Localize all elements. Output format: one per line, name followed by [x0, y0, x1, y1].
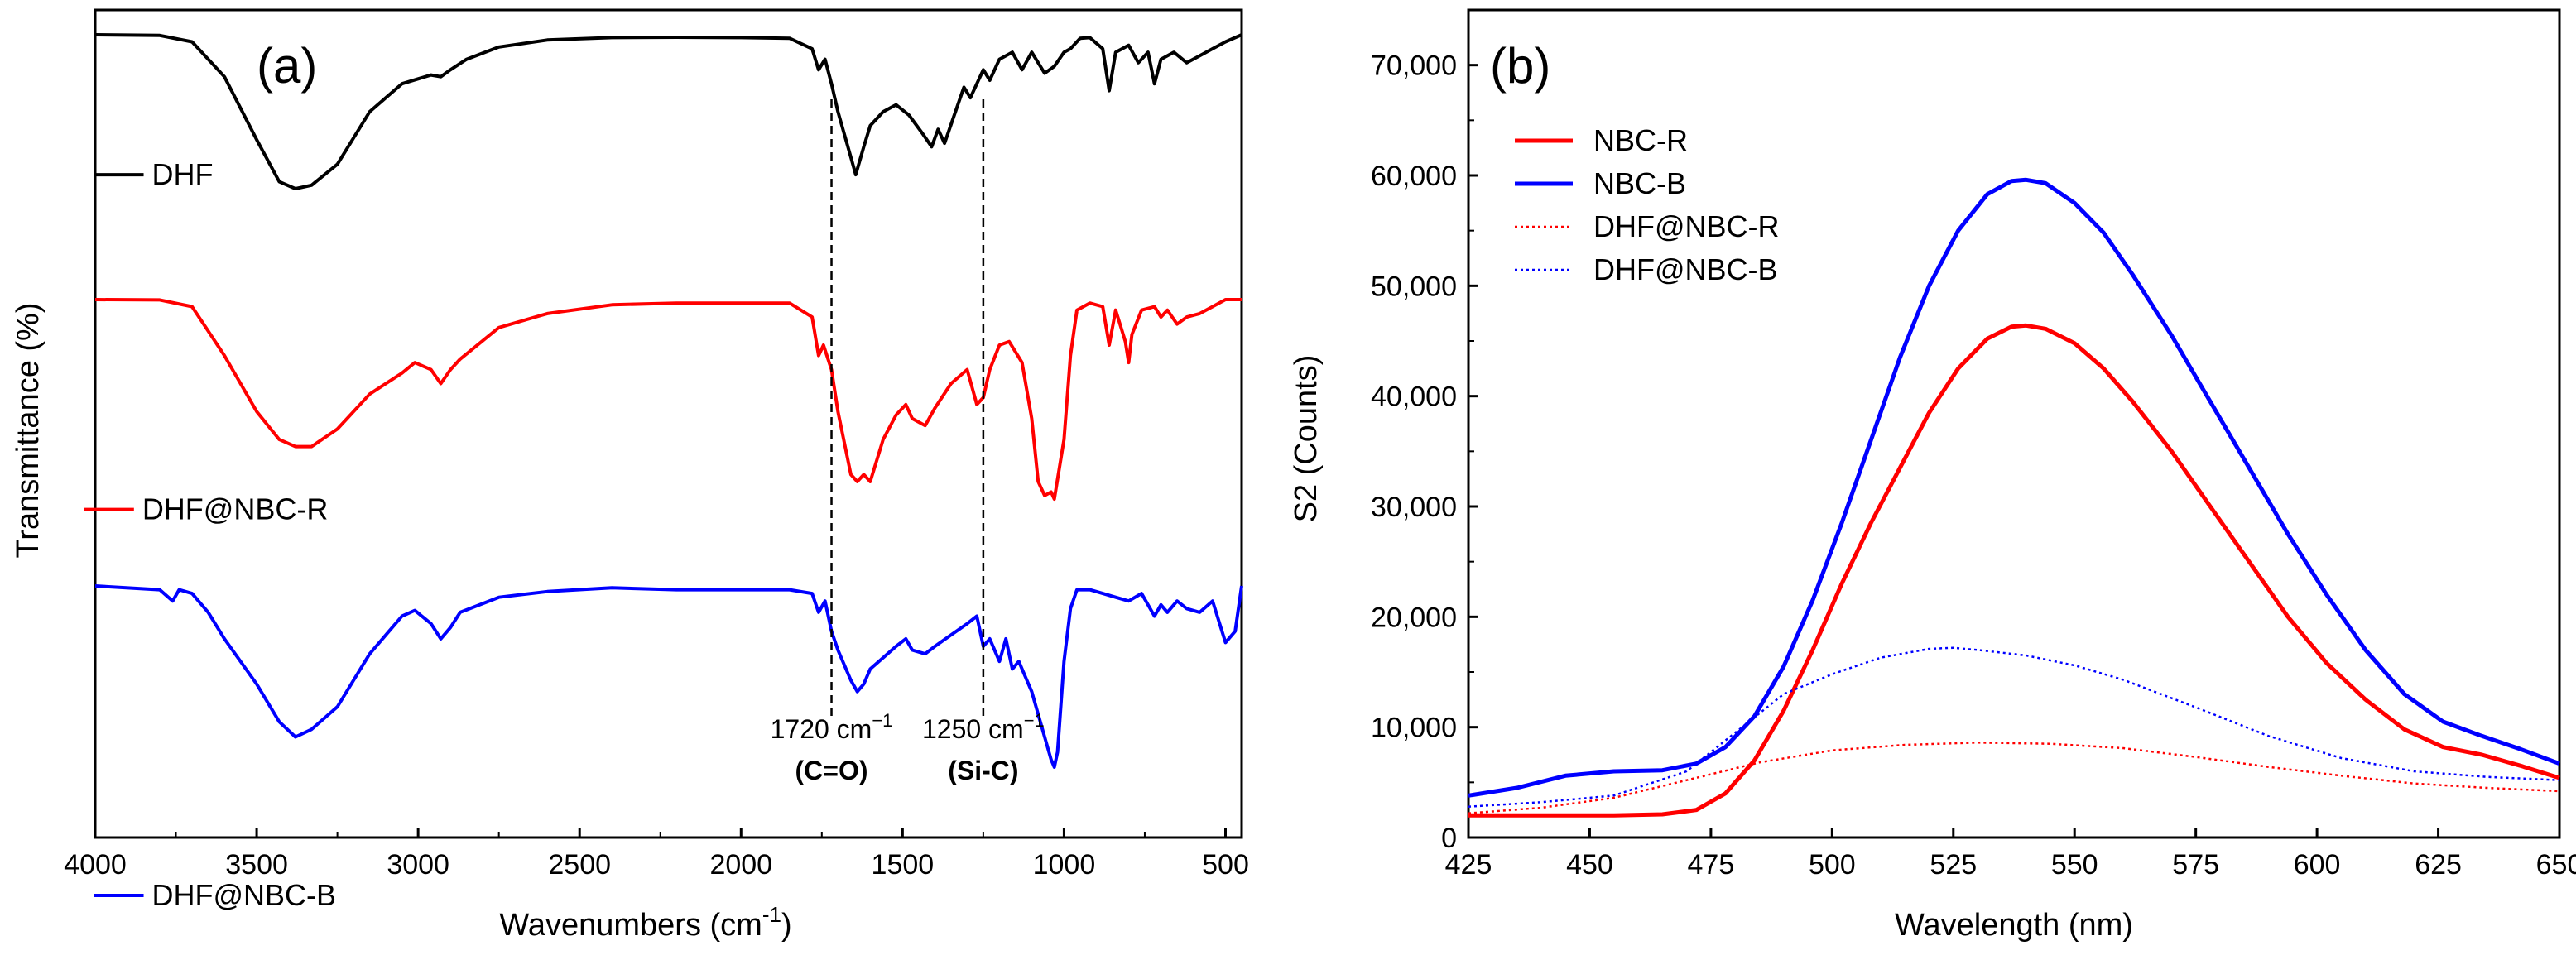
annotation-label: 1250 cm−1: [922, 710, 1045, 744]
emission-x-ticks: 425 450 475 500 525 550 575 600 625 650: [1445, 828, 2576, 881]
x-tick-label: 1000: [1033, 849, 1096, 881]
series-line-nbc-b: [1468, 177, 2560, 798]
x-tick-label: 500: [1202, 849, 1249, 881]
x-tick-label: 1500: [872, 849, 935, 881]
ftir-panel: 1720 cm−1 (C=O) 1250 cm−1 (Si-C) DHF DHF…: [11, 8, 1249, 943]
x-tick-label: 625: [2415, 849, 2462, 881]
emission-y-ticks: 0 10,000 20,000 30,000 40,000 50,000 60,000 70,…: [1371, 50, 1478, 854]
y-tick-label: 40,000: [1371, 382, 1457, 413]
legend-label-dhf-nbc-b: DHF@NBC-B: [1593, 252, 1778, 286]
y-tick-label: 60,000: [1371, 161, 1457, 192]
ftir-series-group: [94, 33, 1243, 769]
y-tick-label: 70,000: [1371, 50, 1457, 82]
panel-b-plot-frame: [1467, 8, 2561, 839]
legend: NBC-R NBC-B DHF@NBC-R DHF@NBC-B: [1515, 123, 1780, 286]
series-line-nbc-r: [1468, 323, 2560, 818]
legend-label-dhf-nbc-r: DHF@NBC-R: [1593, 209, 1780, 243]
y-tick-label: 10,000: [1371, 713, 1457, 744]
x-tick-label: 525: [1930, 849, 1977, 881]
series-line-dhf-nbc-b: [94, 584, 1243, 769]
x-tick-label: 575: [2172, 849, 2219, 881]
ftir-x-axis-title: Wavenumbers (cm-1): [499, 902, 791, 943]
series-line-dhf-nbc-r: [94, 298, 1242, 501]
y-tick-label: 30,000: [1371, 492, 1457, 523]
series-label-dhf-nbc-r: DHF@NBC-R: [142, 492, 329, 526]
emission-y-axis-title: S2 (Counts): [1289, 355, 1324, 523]
series-line-dhf-nbc-b: [1468, 646, 2560, 808]
annotation-label: 1720 cm−1: [771, 710, 893, 744]
x-tick-label: 450: [1566, 849, 1613, 881]
ftir-y-axis-title: Transmittance (%): [11, 303, 46, 559]
ftir-x-ticks: 4000 3500 3000 2500 2000 1500 1000 500: [64, 828, 1249, 881]
annotation-bond: (Si-C): [948, 756, 1018, 785]
x-tick-label: 600: [2294, 849, 2341, 881]
x-tick-label: 2500: [548, 849, 611, 881]
emission-series-group: [1468, 177, 2560, 818]
panel-a-label: (a): [257, 38, 317, 94]
y-tick-label: 50,000: [1371, 271, 1457, 302]
emission-x-axis-title: Wavelength (nm): [1895, 908, 2133, 943]
x-tick-label: 475: [1688, 849, 1735, 881]
series-line-dhf: [94, 33, 1242, 190]
x-tick-label: 2000: [709, 849, 772, 881]
series-label-dhf: DHF: [152, 157, 214, 191]
x-tick-label: 3000: [387, 849, 449, 881]
ftir-series-labels: DHF DHF@NBC-R DHF@NBC-B: [84, 157, 336, 912]
panel-a-plot-frame: [94, 8, 1243, 839]
ftir-annotations: 1720 cm−1 (C=O) 1250 cm−1 (Si-C): [771, 99, 1045, 785]
y-tick-label: 20,000: [1371, 602, 1457, 633]
x-tick-label: 500: [1809, 849, 1856, 881]
annotation-bond: (C=O): [795, 756, 868, 785]
panel-b-label: (b): [1490, 38, 1550, 94]
x-tick-label: 3500: [225, 849, 288, 881]
series-label-dhf-nbc-b: DHF@NBC-B: [152, 878, 337, 912]
series-line-dhf-nbc-r: [1468, 742, 2560, 814]
x-tick-label: 425: [1445, 849, 1492, 881]
x-tick-label: 4000: [64, 849, 127, 881]
x-tick-label: 650: [2536, 849, 2576, 881]
emission-panel: 425 450 475 500 525 550 575 600 625 650 0 10,000 20…: [1289, 8, 2576, 943]
legend-label-nbc-r: NBC-R: [1593, 123, 1688, 157]
y-tick-label: 0: [1441, 823, 1457, 854]
x-tick-label: 550: [2051, 849, 2098, 881]
legend-label-nbc-b: NBC-B: [1593, 166, 1686, 200]
